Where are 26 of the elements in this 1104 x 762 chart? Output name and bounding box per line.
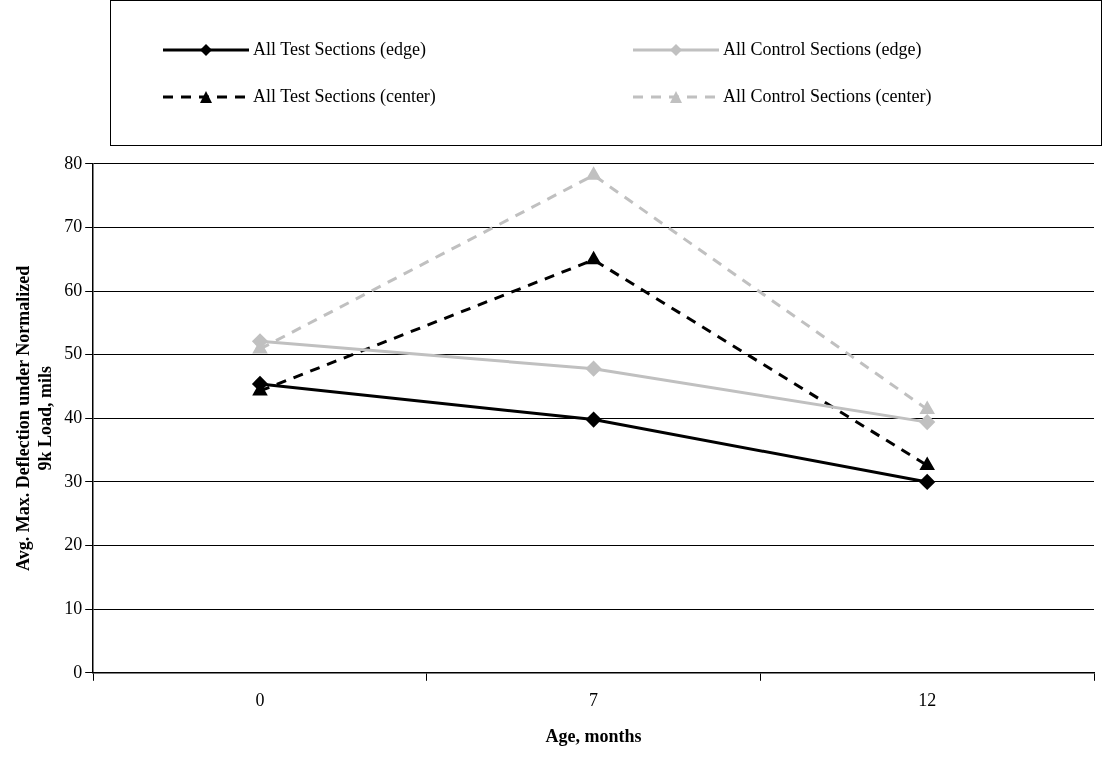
y-tick-label: 0 [73, 661, 83, 682]
y-tick-label: 80 [64, 152, 83, 173]
point [586, 252, 601, 265]
point [920, 401, 934, 414]
point [586, 361, 602, 377]
x-tick-label: 7 [589, 690, 599, 711]
point [919, 414, 935, 430]
point [586, 167, 601, 180]
y-tick-label: 60 [64, 279, 83, 300]
legend-label: All Test Sections (center) [253, 86, 436, 107]
y-tick-label: 70 [64, 216, 83, 237]
x-axis-title: Age, months [545, 725, 642, 746]
point [920, 457, 934, 470]
y-tick-label: 30 [64, 470, 83, 491]
x-tick-label: 12 [918, 690, 937, 711]
legend-label: All Test Sections (edge) [253, 39, 426, 60]
y-tick-label: 10 [64, 597, 83, 618]
point [919, 474, 935, 490]
y-tick-label: 40 [64, 407, 83, 428]
x-tick-label: 0 [255, 690, 265, 711]
legend-label: All Control Sections (center) [723, 86, 932, 107]
point [586, 412, 602, 428]
y-tick-label: 20 [64, 534, 83, 555]
legend-label: All Control Sections (edge) [723, 39, 922, 60]
y-axis-title: Avg. Max. Deflection under Normalized 9k Load, mils [13, 265, 56, 571]
y-tick-label: 50 [64, 343, 83, 364]
